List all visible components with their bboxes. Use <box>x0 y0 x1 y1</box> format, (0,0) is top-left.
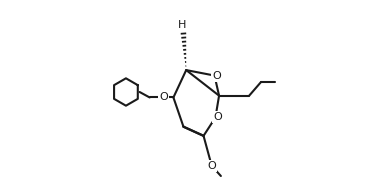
Text: O: O <box>159 93 168 102</box>
Text: H: H <box>178 20 187 30</box>
Text: O: O <box>207 161 216 171</box>
Text: O: O <box>213 112 222 122</box>
Text: O: O <box>212 71 221 82</box>
